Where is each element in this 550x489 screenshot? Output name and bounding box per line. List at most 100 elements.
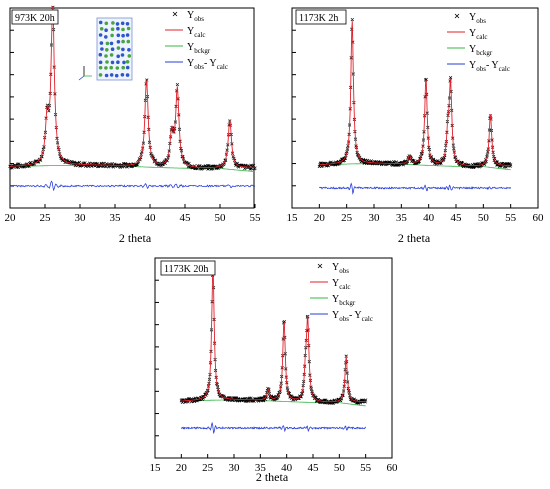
atom — [126, 26, 131, 31]
plot-frame — [291, 7, 539, 209]
atom — [98, 65, 103, 70]
atom — [125, 65, 130, 70]
atom — [116, 46, 121, 50]
atom — [110, 47, 115, 51]
atom — [116, 26, 120, 31]
x-axis-label: 2 theta — [256, 470, 289, 484]
x-tick-label: 60 — [533, 212, 545, 224]
panel-title: 1173K 20h — [164, 264, 208, 275]
atom — [99, 41, 104, 45]
atom — [111, 21, 115, 25]
atom — [98, 20, 103, 25]
plot-frame — [9, 7, 255, 209]
atom — [127, 54, 132, 58]
atom — [110, 27, 115, 32]
atom — [121, 27, 125, 32]
legend-marker-obs — [172, 11, 178, 17]
legend-entry-diff: Yobs- Ycalc — [187, 58, 228, 71]
atom — [126, 39, 131, 44]
x-tick-label: 45 — [180, 212, 192, 224]
atom — [109, 53, 114, 57]
obs-markers — [8, 5, 257, 171]
x-axis-label: 2 theta — [119, 231, 152, 245]
atom — [127, 48, 131, 52]
atom — [114, 73, 119, 78]
atom — [105, 41, 110, 46]
atom — [125, 33, 130, 37]
atom — [121, 39, 125, 44]
atom — [104, 21, 109, 26]
atom — [100, 47, 104, 51]
panel-title: 1173K 2h — [299, 13, 338, 24]
x-tick-label: 40 — [145, 212, 157, 224]
axis-arrow-a — [78, 75, 85, 81]
legend-marker-obs — [454, 13, 460, 19]
atom — [104, 73, 109, 78]
x-tick-label: 35 — [396, 212, 408, 224]
atom — [110, 60, 115, 65]
atom — [121, 33, 125, 38]
x-tick-label: 30 — [75, 212, 87, 224]
x-tick-label: 30 — [229, 462, 241, 474]
atom — [98, 52, 103, 57]
legend-entry-bckgr: Ybckgr — [187, 42, 211, 55]
x-tick-label: 45 — [451, 212, 463, 224]
atom — [98, 33, 103, 37]
atom — [120, 53, 125, 57]
atom — [122, 60, 126, 65]
atom — [121, 47, 125, 52]
atom — [98, 60, 103, 65]
x-tick-label: 55 — [505, 212, 517, 224]
xrd-panel-1: 20 25 30 35 40 45 50 55 2 theta 973K 20h Yobs Ycalc… — [5, 5, 262, 245]
atom — [125, 60, 130, 64]
crystal-structure-inset — [78, 17, 133, 81]
atom — [109, 41, 114, 46]
legend-entry-diff: Yobs- Ycalc — [332, 310, 373, 323]
legend-entry-bckgr: Ybckgr — [469, 44, 493, 57]
plot-frame — [154, 257, 393, 459]
atom — [104, 35, 108, 39]
x-tick-label: 25 — [202, 462, 214, 474]
x-tick-label: 20 — [314, 212, 326, 224]
panel-title-box — [295, 9, 347, 25]
atom — [104, 54, 108, 58]
panel-title: 973K 20h — [15, 13, 55, 24]
atom — [109, 65, 113, 70]
atom — [115, 22, 120, 26]
series-calc — [181, 267, 366, 403]
legend-entry-diff: Yobs- Ycalc — [469, 60, 510, 73]
x-tick-label: 35 — [255, 462, 267, 474]
legend-entry-bckgr: Ybckgr — [332, 294, 356, 307]
atom — [110, 33, 114, 38]
legend-entry-calc: Ycalc — [469, 28, 488, 41]
atom — [105, 48, 109, 52]
atom — [109, 73, 114, 77]
atom — [99, 27, 104, 31]
x-tick-label: 30 — [369, 212, 381, 224]
series-diff — [9, 180, 256, 192]
series-obs — [8, 5, 257, 171]
atom — [116, 40, 121, 44]
legend-entry-obs: Yobs — [187, 10, 204, 23]
x-tick-label: 55 — [250, 212, 262, 224]
legend: Yobs Ycalc Ybckgr Yobs- Ycalc — [310, 262, 373, 323]
series-diff — [319, 182, 512, 195]
legend-entry-obs: Yobs — [469, 12, 486, 25]
legend-entry-calc: Ycalc — [187, 26, 206, 39]
panel-title-box — [160, 260, 216, 276]
atom — [120, 21, 125, 26]
atom — [116, 33, 121, 38]
series-diff — [180, 421, 367, 435]
x-tick-label: 20 — [5, 212, 17, 224]
atom — [125, 73, 130, 77]
x-tick-label: 15 — [150, 462, 162, 474]
panel-title-box — [11, 9, 59, 25]
series-calc — [10, 6, 255, 168]
atom — [98, 73, 103, 77]
x-tick-label: 45 — [308, 462, 320, 474]
atom — [104, 28, 108, 32]
x-tick-label: 25 — [341, 212, 353, 224]
x-tick-label: 20 — [176, 462, 188, 474]
legend-marker-obs — [317, 263, 323, 269]
legend-entry-calc: Ycalc — [332, 278, 351, 291]
